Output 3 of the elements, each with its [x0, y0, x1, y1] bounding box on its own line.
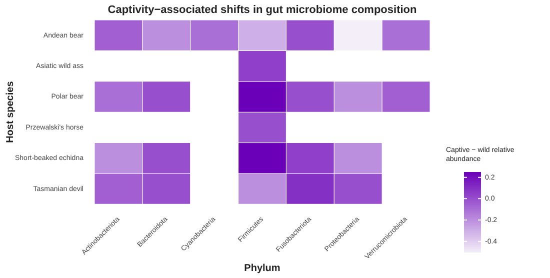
y-axis-title: Host species: [4, 80, 16, 143]
chart-title: Captivity−associated shifts in gut microbiome composition: [108, 4, 418, 16]
x-axis-title: Phylum: [244, 262, 280, 274]
